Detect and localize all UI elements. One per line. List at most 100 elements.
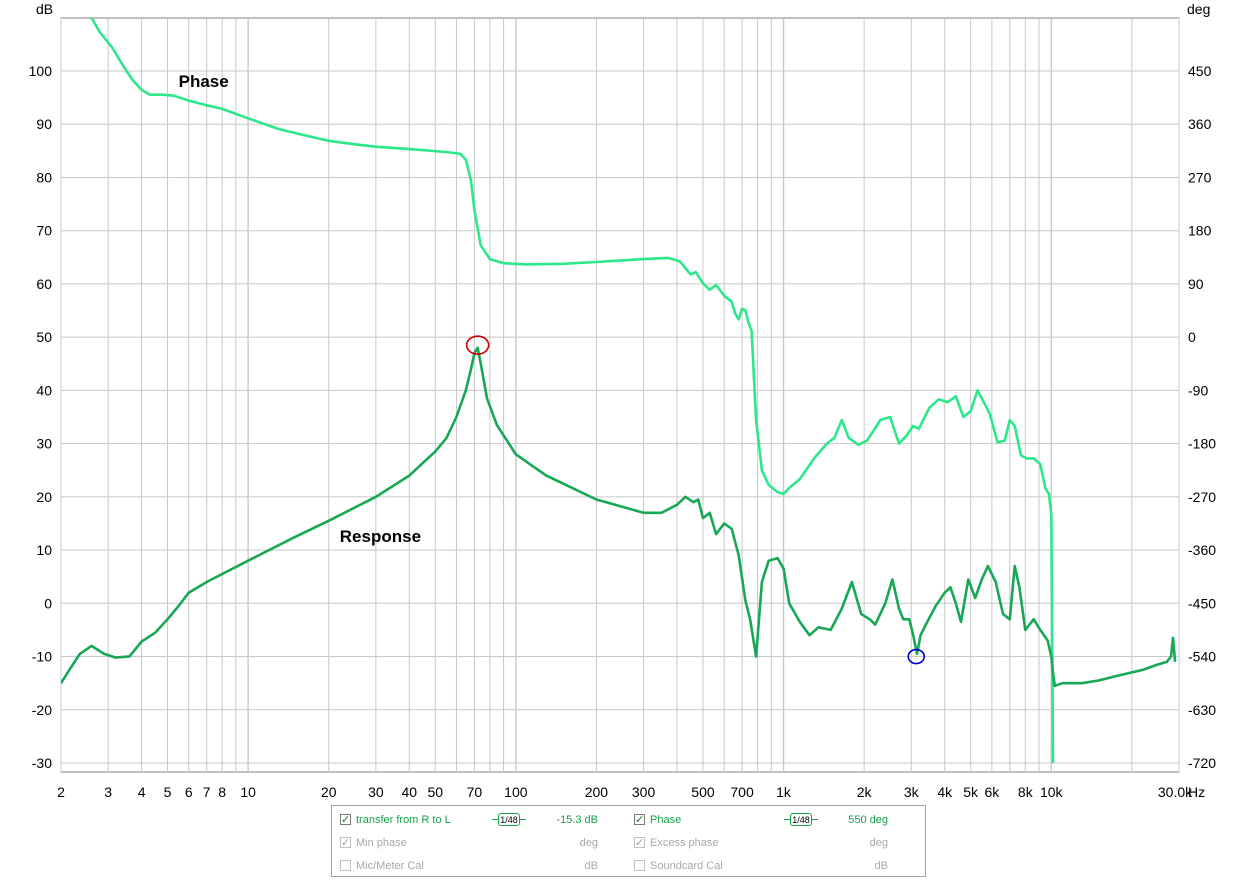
frequency-response-chart: 2 3 4 5 6 7 8 10 20 30 40 50 70 100 200 300 500 700 1k 2k 3k… bbox=[29, 1, 1217, 800]
y-right-tick-label: 270 bbox=[1188, 169, 1212, 185]
x-tick-label: 10 bbox=[240, 784, 256, 800]
transfer-smoothing-button[interactable]: 1/48 bbox=[492, 813, 526, 827]
mic-cal-checkbox bbox=[340, 860, 351, 871]
y-right-tick-label: -270 bbox=[1188, 489, 1216, 505]
y-left-tick-label: -30 bbox=[32, 755, 52, 771]
transfer-label: transfer from R to L bbox=[356, 814, 451, 826]
cursor-marker[interactable] bbox=[907, 648, 926, 665]
y-left-tick-label: 20 bbox=[36, 489, 52, 505]
series-group bbox=[61, 18, 1177, 764]
response-curve bbox=[61, 346, 1177, 688]
y-left-tick-label: 60 bbox=[36, 276, 52, 292]
min-phase-label: Min phase bbox=[356, 837, 407, 849]
y-right-tick-label: -720 bbox=[1188, 755, 1216, 771]
transfer-value: -15.3 dB bbox=[556, 814, 598, 826]
transfer-checkbox[interactable] bbox=[340, 812, 351, 828]
x-tick-label: 20 bbox=[321, 784, 337, 800]
phase-label: Phase bbox=[650, 814, 682, 826]
phase-value: 550 deg bbox=[848, 814, 888, 826]
phase-smoothing-button[interactable]: 1/48 bbox=[784, 813, 818, 827]
y-right-unit: deg bbox=[1187, 1, 1210, 17]
grid bbox=[60, 18, 1180, 772]
transfer-smoothing-value: 1/48 bbox=[498, 813, 520, 826]
excess-phase-checkbox bbox=[634, 835, 645, 851]
x-tick-label: 6k bbox=[984, 784, 1000, 800]
y-right-tick-label: 180 bbox=[1188, 223, 1212, 239]
x-tick-label: 40 bbox=[402, 784, 418, 800]
min-phase-checkbox bbox=[340, 835, 351, 851]
y-left-tick-label: 100 bbox=[29, 63, 53, 79]
x-tick-label: 300 bbox=[632, 784, 656, 800]
y-left-tick-label: -20 bbox=[32, 702, 52, 718]
y-right-tick-label: -540 bbox=[1188, 649, 1216, 665]
mic-cal-value: dB bbox=[584, 860, 598, 872]
x-tick-label: 6 bbox=[185, 784, 193, 800]
y-right-tick-label: 0 bbox=[1188, 329, 1196, 345]
peak-marker[interactable] bbox=[465, 335, 490, 355]
x-tick-label: 100 bbox=[504, 784, 528, 800]
x-tick-label: 1k bbox=[776, 784, 792, 800]
soundcard-cal-value: dB bbox=[874, 860, 888, 872]
x-tick-label: 8k bbox=[1018, 784, 1034, 800]
y-right-tick-label: 360 bbox=[1188, 116, 1212, 132]
excess-phase-label: Excess phase bbox=[650, 837, 719, 849]
phase-curve bbox=[90, 18, 1055, 764]
y-left-tick-label: 80 bbox=[36, 169, 52, 185]
legend-row-transfer[interactable]: transfer from R to L 1/48 -15.3 dB bbox=[340, 812, 620, 828]
legend-row-phase[interactable]: Phase 1/48 550 deg bbox=[634, 812, 914, 828]
x-tick-label: 3 bbox=[104, 784, 112, 800]
y-left-unit: dB bbox=[36, 1, 53, 17]
x-tick-label: 200 bbox=[585, 784, 609, 800]
y-left-tick-label: 0 bbox=[44, 595, 52, 611]
x-unit: Hz bbox=[1188, 784, 1205, 800]
excess-phase-value: deg bbox=[869, 837, 888, 849]
x-tick-label: 70 bbox=[467, 784, 483, 800]
legend-panel: transfer from R to L 1/48 -15.3 dB Phase… bbox=[331, 805, 926, 877]
y-right-tick-label: -450 bbox=[1188, 595, 1216, 611]
legend-row-min-phase: Min phase deg bbox=[340, 835, 620, 851]
x-tick-label: 3k bbox=[904, 784, 920, 800]
x-tick-label: 5k bbox=[963, 784, 979, 800]
mic-cal-label: Mic/Meter Cal bbox=[356, 860, 424, 872]
x-tick-label: 4k bbox=[937, 784, 953, 800]
y-left-tick-label: -10 bbox=[32, 649, 52, 665]
x-tick-label: 5 bbox=[164, 784, 172, 800]
plot-area bbox=[60, 17, 1180, 773]
y-right-ticks: 450 360 270 180 90 0 -90 -180 -270 -360 -450 -540 -6… bbox=[1188, 63, 1216, 771]
y-right-tick-label: -180 bbox=[1188, 436, 1216, 452]
soundcard-cal-checkbox bbox=[634, 860, 645, 871]
x-axis-ticks: 2 3 4 5 6 7 8 10 20 30 40 50 70 100 200 300 500 700 1k 2k 3k… bbox=[57, 784, 1193, 800]
x-tick-label: 30.0k bbox=[1158, 784, 1193, 800]
markers bbox=[465, 335, 926, 665]
x-tick-label: 30 bbox=[368, 784, 384, 800]
y-left-tick-label: 90 bbox=[36, 116, 52, 132]
soundcard-cal-label: Soundcard Cal bbox=[650, 860, 723, 872]
min-phase-value: deg bbox=[579, 837, 598, 849]
x-tick-label: 2k bbox=[857, 784, 873, 800]
y-left-tick-label: 30 bbox=[36, 436, 52, 452]
y-right-tick-label: -90 bbox=[1188, 382, 1208, 398]
y-left-tick-label: 10 bbox=[36, 542, 52, 558]
phase-smoothing-value: 1/48 bbox=[790, 813, 812, 826]
legend-row-mic-cal: Mic/Meter Cal dB bbox=[340, 858, 620, 874]
y-right-tick-label: 450 bbox=[1188, 63, 1212, 79]
y-left-tick-label: 50 bbox=[36, 329, 52, 345]
x-tick-label: 4 bbox=[138, 784, 146, 800]
x-tick-label: 8 bbox=[218, 784, 226, 800]
y-right-tick-label: -630 bbox=[1188, 702, 1216, 718]
y-left-tick-label: 40 bbox=[36, 382, 52, 398]
legend-row-excess-phase: Excess phase deg bbox=[634, 835, 914, 851]
x-tick-label: 700 bbox=[730, 784, 754, 800]
legend-row-soundcard-cal: Soundcard Cal dB bbox=[634, 858, 914, 874]
phase-curve-label: Phase bbox=[179, 72, 229, 91]
response-curve-label: Response bbox=[340, 527, 421, 546]
x-tick-label: 500 bbox=[691, 784, 715, 800]
x-tick-label: 50 bbox=[427, 784, 443, 800]
x-tick-label: 10k bbox=[1040, 784, 1064, 800]
annotations: Phase Response bbox=[179, 72, 421, 546]
phase-checkbox[interactable] bbox=[634, 812, 645, 828]
y-left-tick-label: 70 bbox=[36, 223, 52, 239]
y-right-tick-label: 90 bbox=[1188, 276, 1204, 292]
x-tick-label: 2 bbox=[57, 784, 65, 800]
